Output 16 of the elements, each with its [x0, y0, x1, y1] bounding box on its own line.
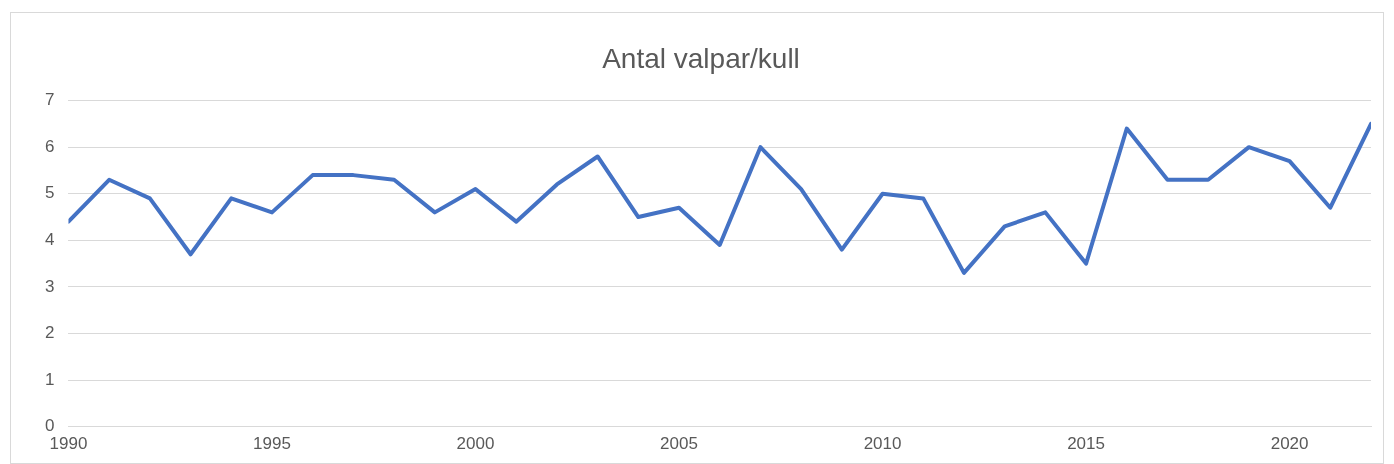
- x-tick-label: 2005: [660, 434, 698, 454]
- y-tick-label: 2: [44, 323, 55, 343]
- y-tick-label: 3: [44, 276, 55, 296]
- x-tick-label: 1995: [253, 434, 291, 454]
- y-tick-label: 1: [44, 369, 55, 389]
- x-tick-label: 2000: [456, 434, 495, 454]
- x-tick-label: 1990: [49, 434, 88, 454]
- y-tick-label: 4: [44, 230, 55, 249]
- x-tick-label: 2020: [1270, 434, 1309, 454]
- x-tick-label: 2015: [1067, 434, 1105, 454]
- y-tick-label: 5: [44, 183, 55, 203]
- x-tick-label: 2010: [863, 434, 902, 454]
- y-tick-label: 7: [44, 90, 55, 110]
- y-tick-label: 6: [44, 136, 55, 156]
- chart-title: Antal valpar/kull: [602, 42, 800, 74]
- y-tick-label: 0: [44, 416, 55, 436]
